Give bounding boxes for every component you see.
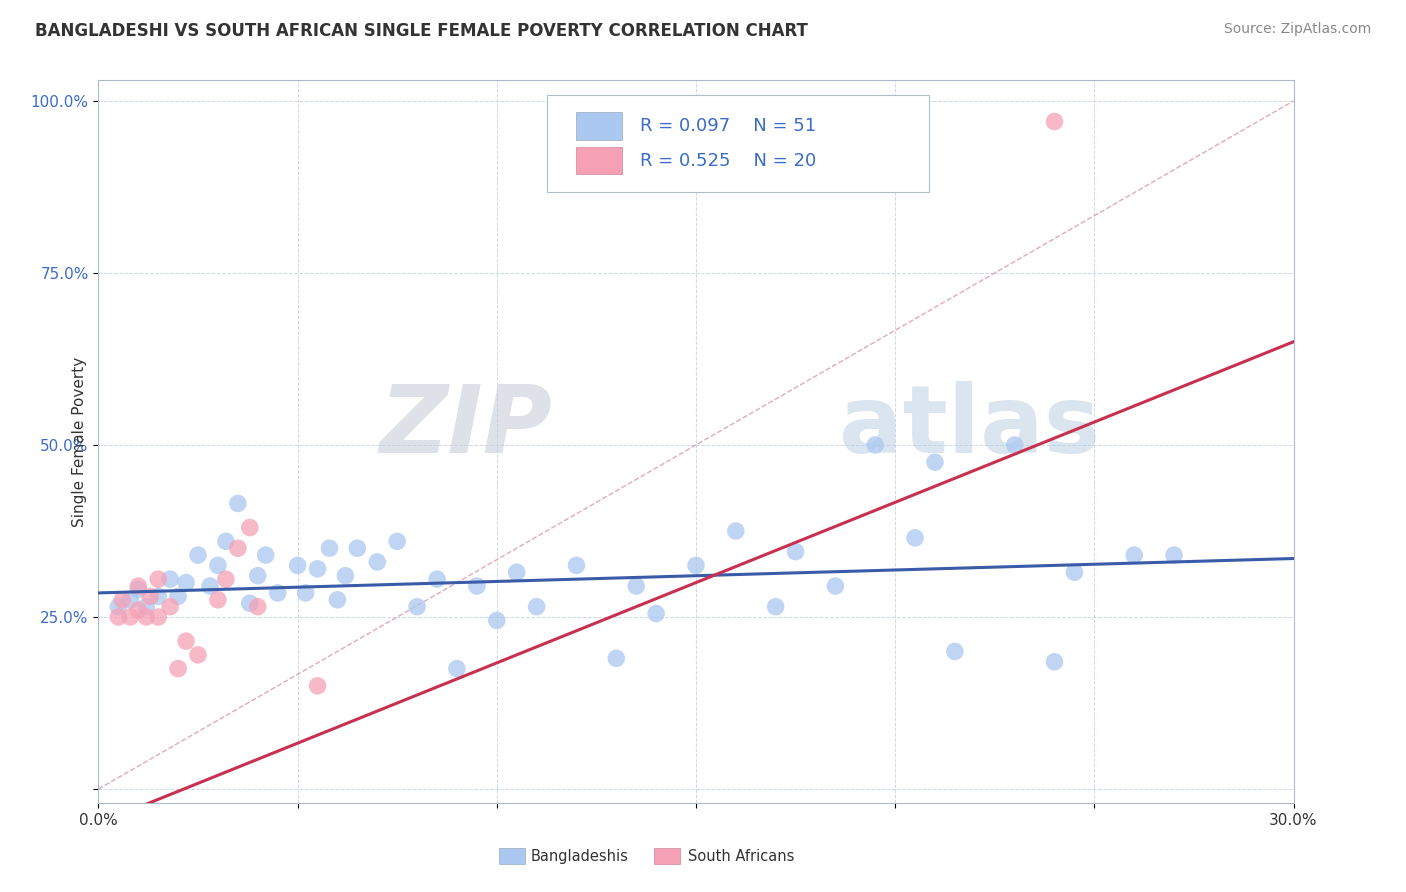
FancyBboxPatch shape bbox=[499, 848, 524, 864]
Point bbox=[346, 541, 368, 556]
Point bbox=[135, 610, 157, 624]
Point bbox=[1123, 548, 1146, 562]
Point bbox=[318, 541, 340, 556]
Point bbox=[307, 679, 329, 693]
Point bbox=[167, 590, 190, 604]
Point bbox=[824, 579, 846, 593]
Point bbox=[605, 651, 627, 665]
Point bbox=[120, 592, 142, 607]
Point bbox=[127, 603, 149, 617]
Point bbox=[1063, 566, 1085, 580]
Point bbox=[943, 644, 966, 658]
Y-axis label: Single Female Poverty: Single Female Poverty bbox=[72, 357, 87, 526]
Point bbox=[446, 662, 468, 676]
Point bbox=[865, 438, 887, 452]
Point bbox=[198, 579, 221, 593]
Point bbox=[685, 558, 707, 573]
Point bbox=[724, 524, 747, 538]
Text: Bangladeshis: Bangladeshis bbox=[531, 849, 628, 863]
Point bbox=[148, 610, 170, 624]
Point bbox=[187, 548, 209, 562]
Point bbox=[226, 541, 249, 556]
Point bbox=[159, 572, 181, 586]
Point bbox=[385, 534, 409, 549]
Point bbox=[254, 548, 277, 562]
Point bbox=[1043, 655, 1066, 669]
Point bbox=[127, 579, 149, 593]
FancyBboxPatch shape bbox=[547, 95, 929, 193]
Point bbox=[239, 596, 262, 610]
Point bbox=[366, 555, 388, 569]
Text: Source: ZipAtlas.com: Source: ZipAtlas.com bbox=[1223, 22, 1371, 37]
Point bbox=[226, 496, 249, 510]
Point bbox=[107, 610, 129, 624]
Point bbox=[1163, 548, 1185, 562]
Point bbox=[326, 592, 349, 607]
Text: R = 0.525    N = 20: R = 0.525 N = 20 bbox=[640, 153, 815, 170]
Point bbox=[215, 534, 238, 549]
Point bbox=[135, 599, 157, 614]
FancyBboxPatch shape bbox=[654, 848, 681, 864]
FancyBboxPatch shape bbox=[576, 147, 621, 174]
Point bbox=[207, 592, 229, 607]
Point bbox=[246, 568, 269, 582]
Text: ZIP: ZIP bbox=[380, 381, 553, 473]
Point bbox=[526, 599, 548, 614]
Point bbox=[127, 582, 149, 597]
Point bbox=[765, 599, 787, 614]
Text: South Africans: South Africans bbox=[688, 849, 794, 863]
Point bbox=[294, 586, 316, 600]
Point bbox=[904, 531, 927, 545]
Point bbox=[267, 586, 290, 600]
Point bbox=[426, 572, 449, 586]
Point bbox=[139, 590, 162, 604]
Text: BANGLADESHI VS SOUTH AFRICAN SINGLE FEMALE POVERTY CORRELATION CHART: BANGLADESHI VS SOUTH AFRICAN SINGLE FEMA… bbox=[35, 22, 808, 40]
Point bbox=[107, 599, 129, 614]
Point bbox=[120, 610, 142, 624]
Point bbox=[287, 558, 309, 573]
Point bbox=[506, 566, 529, 580]
Point bbox=[246, 599, 269, 614]
Point bbox=[174, 575, 197, 590]
Point bbox=[565, 558, 588, 573]
Point bbox=[148, 572, 170, 586]
Point bbox=[148, 590, 170, 604]
Point bbox=[335, 568, 357, 582]
Point bbox=[465, 579, 488, 593]
Point bbox=[1004, 438, 1026, 452]
Point bbox=[239, 520, 262, 534]
Point bbox=[307, 562, 329, 576]
Point bbox=[626, 579, 648, 593]
Point bbox=[167, 662, 190, 676]
Point bbox=[207, 558, 229, 573]
Point bbox=[215, 572, 238, 586]
Text: atlas: atlas bbox=[839, 381, 1101, 473]
Point bbox=[485, 614, 508, 628]
Text: R = 0.097    N = 51: R = 0.097 N = 51 bbox=[640, 117, 815, 135]
Point bbox=[924, 455, 946, 469]
Point bbox=[187, 648, 209, 662]
Point bbox=[785, 544, 807, 558]
Point bbox=[159, 599, 181, 614]
FancyBboxPatch shape bbox=[576, 112, 621, 139]
Point bbox=[111, 592, 134, 607]
Point bbox=[1043, 114, 1066, 128]
Point bbox=[645, 607, 668, 621]
Point bbox=[174, 634, 197, 648]
Point bbox=[406, 599, 429, 614]
